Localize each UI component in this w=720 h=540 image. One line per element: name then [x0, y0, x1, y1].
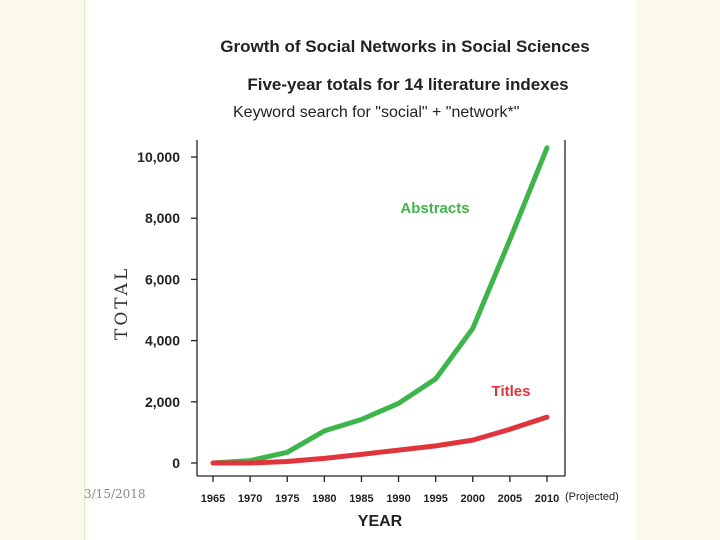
y-tick-label: 4,000 [145, 333, 180, 349]
x-tick-label: 2010 [535, 493, 559, 505]
series-lines [210, 145, 550, 466]
projected-annotation: (Projected) [565, 491, 619, 503]
x-axis-ticks: 1965 1970 1975 1980 1985 1990 1995 2000 2005 2010 [201, 476, 559, 505]
series-labels: Abstracts Titles [400, 200, 530, 400]
x-axis-label: YEAR [358, 513, 403, 530]
x-tick-label: 1970 [238, 493, 262, 505]
y-tick-label: 10,000 [137, 149, 180, 165]
x-tick-label: 1995 [423, 493, 447, 505]
chart-subtitle: Five-year totals for 14 literature index… [247, 75, 568, 94]
x-tick-label: 1990 [386, 493, 410, 505]
y-tick-label: 2,000 [145, 394, 180, 410]
series-line-titles [210, 414, 550, 466]
x-tick-label: 2005 [498, 493, 522, 505]
y-axis-ticks: 0 2,000 4,000 6,000 8,000 10,000 [137, 149, 197, 471]
series-line-abstracts [210, 145, 550, 466]
y-tick-label: 8,000 [145, 210, 180, 226]
series-label-titles: Titles [492, 383, 531, 400]
slide-left-border [84, 0, 85, 540]
chart-search-note: Keyword search for "social" + "network*" [233, 104, 519, 121]
chart-title: Growth of Social Networks in Social Scie… [220, 37, 589, 56]
x-tick-label: 1980 [312, 493, 336, 505]
series-label-abstracts: Abstracts [400, 200, 469, 217]
vertical-total-label: TOTAL [112, 266, 132, 340]
slide-panel [85, 0, 636, 540]
y-tick-label: 0 [172, 455, 180, 471]
x-tick-label: 1975 [275, 493, 299, 505]
chart-axes [196, 140, 566, 477]
y-tick-label: 6,000 [145, 271, 180, 287]
x-tick-label: 2000 [461, 493, 485, 505]
slide-date: 3/15/2018 [84, 487, 146, 501]
x-tick-label: 1965 [201, 493, 225, 505]
x-tick-label: 1985 [349, 493, 373, 505]
